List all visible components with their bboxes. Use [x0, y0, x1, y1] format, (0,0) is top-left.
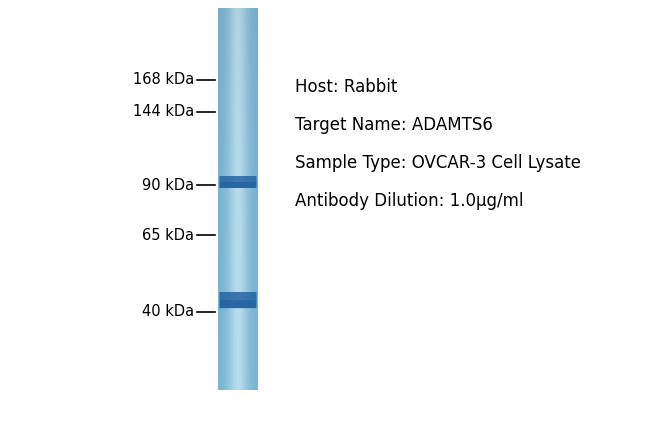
- FancyBboxPatch shape: [220, 292, 257, 308]
- Text: 168 kDa: 168 kDa: [133, 72, 194, 87]
- Text: 40 kDa: 40 kDa: [142, 304, 194, 320]
- Text: Sample Type: OVCAR-3 Cell Lysate: Sample Type: OVCAR-3 Cell Lysate: [295, 154, 581, 172]
- Text: Target Name: ADAMTS6: Target Name: ADAMTS6: [295, 116, 493, 134]
- Text: 90 kDa: 90 kDa: [142, 178, 194, 193]
- Text: 144 kDa: 144 kDa: [133, 104, 194, 120]
- Text: Antibody Dilution: 1.0μg/ml: Antibody Dilution: 1.0μg/ml: [295, 192, 523, 210]
- FancyBboxPatch shape: [220, 176, 257, 188]
- Text: Host: Rabbit: Host: Rabbit: [295, 78, 397, 96]
- FancyBboxPatch shape: [220, 182, 256, 188]
- FancyBboxPatch shape: [220, 300, 256, 308]
- Text: 65 kDa: 65 kDa: [142, 227, 194, 242]
